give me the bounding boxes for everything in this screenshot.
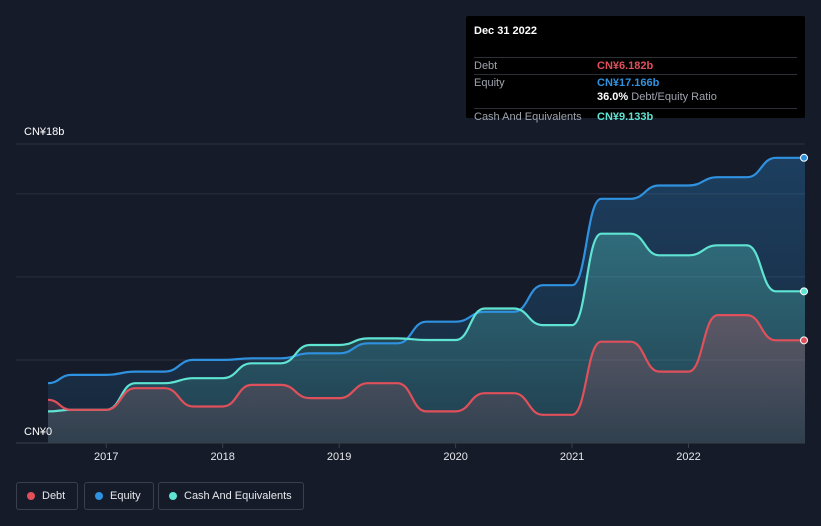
tooltip-debt-value: CN¥6.182b (597, 60, 654, 72)
tooltip-cash-label: Cash And Equivalents (474, 111, 582, 123)
legend-cash-label: Cash And Equivalents (184, 490, 292, 502)
x-tick-label-2020: 2020 (443, 451, 467, 463)
tooltip-cash-value: CN¥9.133b (597, 111, 654, 123)
y-label-top: CN¥18b (24, 126, 64, 138)
tooltip-date: Dec 31 2022 (474, 25, 537, 37)
tooltip-row-equity: Equity CN¥17.166b (474, 74, 797, 92)
tooltip-equity-value: CN¥17.166b (597, 77, 660, 89)
x-ticks: 2017 2018 2019 2020 2021 2022 (94, 443, 701, 463)
tooltip-equity-label: Equity (474, 77, 505, 89)
legend-equity[interactable]: Equity (84, 482, 154, 510)
areas (48, 157, 805, 444)
tooltip-row-ratio: 36.0% Debt/Equity Ratio (474, 91, 797, 108)
debt-area (48, 315, 805, 443)
x-tick-label-2019: 2019 (327, 451, 351, 463)
x-tick-label-2022: 2022 (676, 451, 700, 463)
legend-debt[interactable]: Debt (16, 482, 78, 510)
tooltip-ratio: 36.0% Debt/Equity Ratio (597, 91, 717, 103)
tooltip-row-debt: Debt CN¥6.182b (474, 57, 797, 75)
debt-end-marker[interactable] (800, 336, 808, 345)
debt-legend-dot (27, 492, 35, 500)
equity-end-marker[interactable] (800, 153, 808, 162)
equity-line (47, 156, 805, 385)
cash-end-marker[interactable] (800, 287, 808, 296)
x-tick-label-2021: 2021 (560, 451, 584, 463)
tooltip-ratio-value: 36.0% (597, 91, 629, 103)
legend-equity-label: Equity (110, 490, 141, 502)
y-label-bottom: CN¥0 (24, 426, 52, 438)
x-tick-label-2017: 2017 (94, 451, 118, 463)
data-tooltip: Dec 31 2022 Debt CN¥6.182b Equity CN¥17.… (466, 16, 805, 123)
tooltip-row-cash: Cash And Equivalents CN¥9.133b (474, 108, 797, 126)
cash-legend-dot (169, 492, 177, 500)
lines (47, 156, 805, 416)
tooltip-ratio-label: Debt/Equity Ratio (631, 91, 717, 103)
legend-cash[interactable]: Cash And Equivalents (158, 482, 304, 510)
x-tick-label-2018: 2018 (210, 451, 234, 463)
legend-debt-label: Debt (42, 490, 66, 502)
tooltip-debt-label: Debt (474, 60, 498, 72)
cash-line (47, 232, 805, 413)
debt-line (47, 314, 805, 416)
equity-legend-dot (95, 492, 103, 500)
end-markers (800, 153, 808, 345)
